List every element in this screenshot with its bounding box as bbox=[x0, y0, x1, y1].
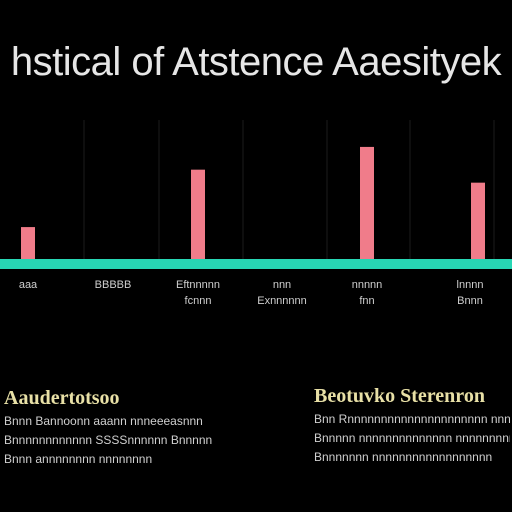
note-left-line: Bnnn Bannoonn aaann nnneeeasnnn bbox=[4, 414, 203, 428]
category-label: BBBBB bbox=[94, 279, 132, 291]
category-label: Bnnn bbox=[457, 295, 483, 307]
category-label: Exnnnnnn bbox=[257, 295, 307, 307]
note-left-line: Bnnnnnnnnnnnn SSSSnnnnnn Bnnnnn bbox=[4, 433, 213, 447]
note-right-line: Bnnnnnnn nnnnnnnnnnnnnnnnnn bbox=[314, 450, 493, 464]
category-label: nnn bbox=[272, 279, 292, 291]
note-left: Aaudertotsoo Bnnn Bannoonn aaann nnneeea… bbox=[4, 386, 254, 469]
note-right: Beotuvko Sterenron Bnn Rnnnnnnnnnnnnnnnn… bbox=[314, 384, 510, 467]
note-right-title: Beotuvko Sterenron bbox=[314, 385, 485, 407]
baseline bbox=[0, 259, 512, 269]
bar-chart bbox=[0, 120, 512, 269]
category-label: lnnnn bbox=[456, 279, 484, 291]
category-label: Eftnnnnn bbox=[175, 279, 221, 291]
bar bbox=[21, 227, 35, 265]
note-left-title: Aaudertotsoo bbox=[4, 387, 120, 409]
note-left-line: Bnnn annnnnnnn nnnnnnnn bbox=[4, 452, 153, 466]
note-right-line: Bnnnnn nnnnnnnnnnnnnn nnnnnnnnn bbox=[314, 431, 510, 445]
category-label: fnn bbox=[359, 295, 375, 307]
category-label: aaa bbox=[18, 279, 38, 291]
bar bbox=[471, 182, 485, 265]
bar bbox=[191, 169, 205, 265]
note-right-line: Bnn Rnnnnnnnnnnnnnnnnnnnnn nnn bbox=[314, 412, 510, 426]
category-label: nnnnn bbox=[351, 279, 383, 291]
bar bbox=[360, 146, 374, 265]
category-label: fcnnn bbox=[184, 295, 212, 307]
chart-title: hstical of Atstence Aaesityek bbox=[10, 40, 502, 84]
